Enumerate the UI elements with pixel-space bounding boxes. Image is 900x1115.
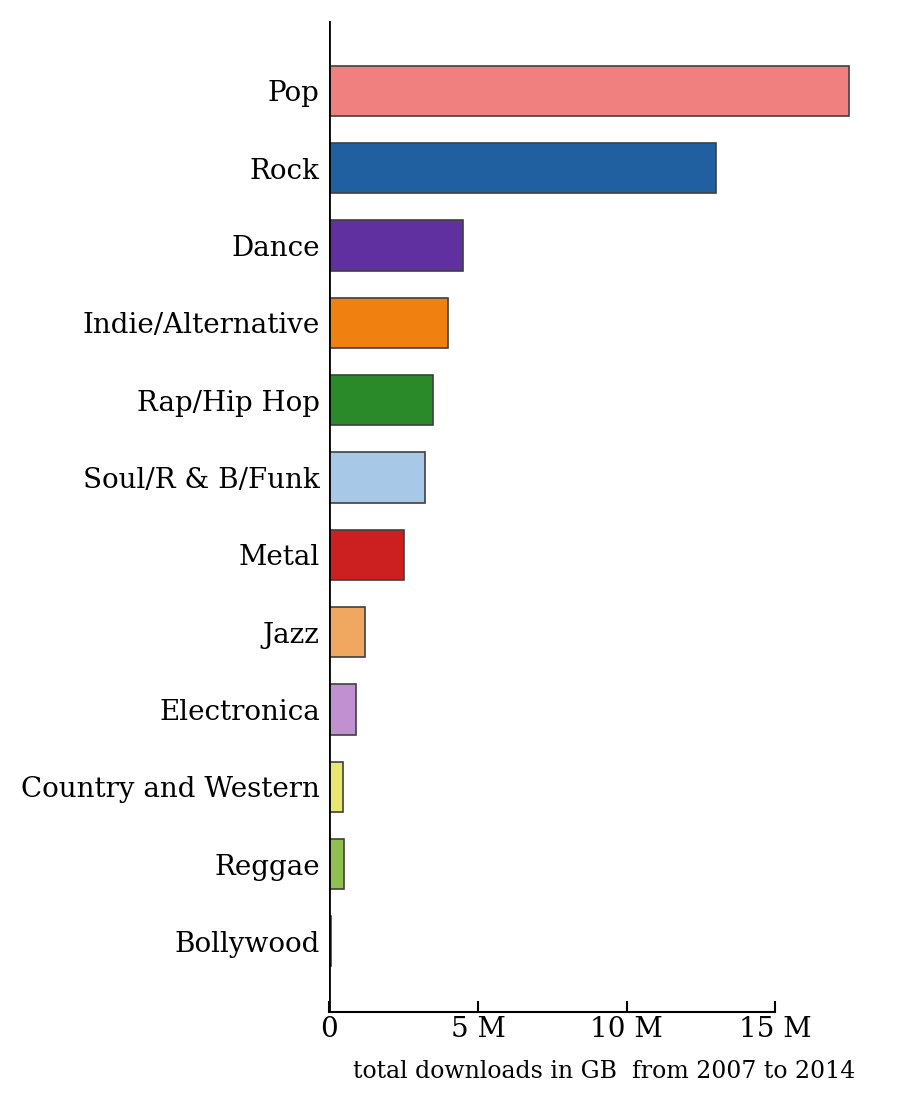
Bar — [329, 685, 356, 735]
Bar — [329, 607, 365, 657]
Bar — [329, 762, 343, 812]
Bar — [329, 375, 434, 425]
Bar — [329, 143, 716, 193]
Bar — [329, 530, 404, 580]
Bar — [329, 66, 850, 116]
Bar — [329, 221, 464, 271]
Bar — [329, 917, 331, 967]
Bar — [329, 838, 345, 889]
Bar — [329, 298, 448, 348]
X-axis label: total downloads in GB  from 2007 to 2014: total downloads in GB from 2007 to 2014 — [353, 1060, 856, 1083]
Bar — [329, 453, 425, 503]
